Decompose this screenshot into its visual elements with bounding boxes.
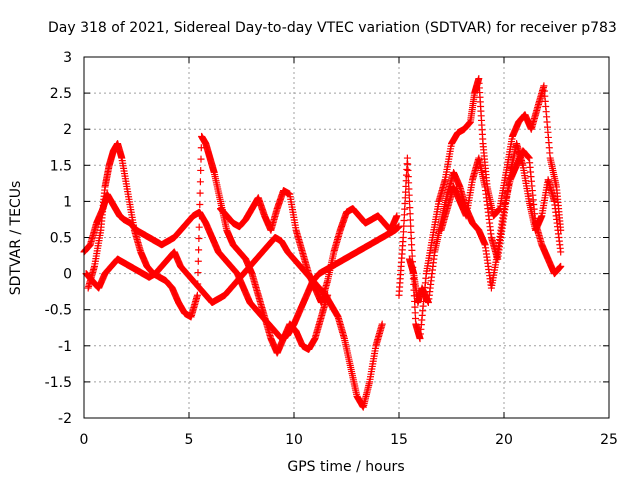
x-tick-label-2: 10	[285, 432, 303, 448]
data-point	[195, 235, 203, 243]
data-point	[196, 189, 204, 197]
data-point	[393, 212, 401, 220]
y-tick-label-0: 3	[63, 50, 72, 66]
x-tick-labels: 0 5 10 15 20 25	[80, 432, 618, 448]
y-tick-label-8: -1	[58, 339, 72, 355]
y-tick-labels: 3 2.5 2 1.5 1 0.5 0 -0.5 -1 -1.5 -2	[45, 50, 72, 427]
x-tick-label-3: 15	[390, 432, 408, 448]
data-point	[405, 185, 413, 193]
series-track-e	[395, 75, 565, 343]
data-point	[406, 197, 413, 205]
y-tick-label-6: 0	[63, 267, 72, 283]
data-point	[194, 269, 202, 277]
data-point	[406, 210, 414, 218]
data-point	[195, 246, 203, 254]
x-axis-label: GPS time / hours	[287, 459, 404, 475]
data-point	[197, 166, 205, 174]
series-track-g	[437, 140, 565, 263]
data-point	[557, 248, 565, 256]
data-point	[404, 166, 412, 174]
data-point	[557, 262, 565, 270]
x-tick-label-0: 0	[80, 432, 89, 448]
data-point	[378, 320, 386, 328]
data-point	[196, 200, 204, 208]
data-point	[197, 155, 205, 163]
y-tick-label-9: -1.5	[45, 375, 72, 391]
plot-frame	[83, 56, 610, 419]
y-axis-label: SDTVAR / TECUs	[8, 181, 24, 296]
data-point	[404, 160, 412, 168]
data-point	[407, 228, 415, 236]
y-tick-label-3: 1.5	[50, 158, 72, 174]
data-point	[194, 257, 202, 265]
data-point	[193, 291, 201, 299]
series-track-c	[82, 234, 386, 411]
series-track-a	[80, 190, 403, 343]
data-point	[404, 173, 412, 181]
x-tick-label-5: 25	[600, 432, 618, 448]
data-points	[80, 75, 565, 411]
data-point	[406, 204, 414, 212]
y-tick-label-1: 2.5	[50, 86, 72, 102]
x-tick-label-4: 20	[495, 432, 513, 448]
y-tick-label-4: 1	[63, 194, 72, 210]
data-point	[196, 212, 203, 220]
data-point	[405, 179, 413, 187]
y-tick-label-10: -2	[58, 411, 72, 427]
y-tick-label-2: 2	[63, 122, 72, 138]
data-point	[405, 191, 413, 199]
series-track-d	[217, 187, 401, 306]
data-point	[195, 223, 203, 231]
data-point	[407, 222, 415, 230]
y-tick-label-7: -0.5	[45, 303, 72, 319]
data-point	[403, 154, 411, 162]
x-tick-label-1: 5	[185, 432, 194, 448]
y-tick-label-5: 0.5	[50, 231, 72, 247]
series-track-b	[84, 132, 332, 357]
data-point	[406, 216, 414, 224]
chart-title: Day 318 of 2021, Sidereal Day-to-day VTE…	[48, 20, 617, 36]
data-point	[196, 178, 204, 186]
data-point	[407, 235, 415, 243]
